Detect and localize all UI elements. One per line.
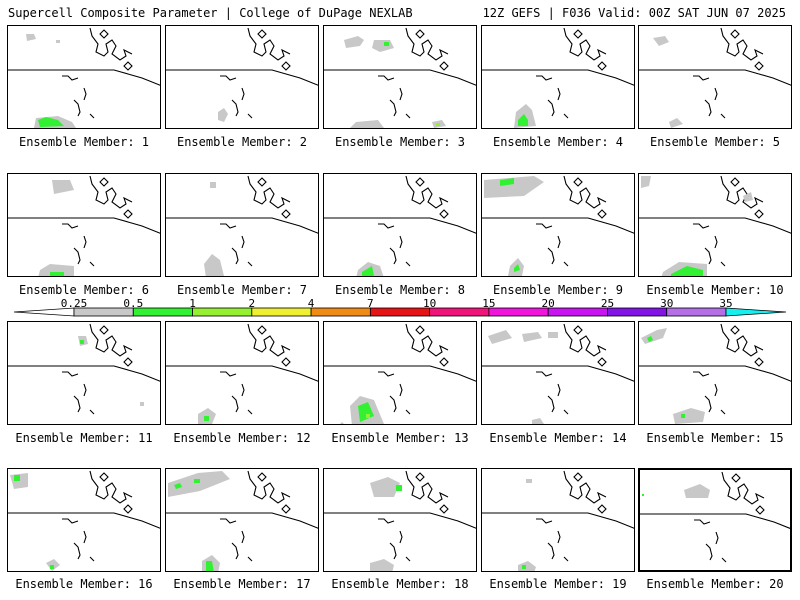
panel-caption-member-8: Ensemble Member: 8 [334,283,466,297]
map-panel-member-1 [7,25,161,129]
colorbar-max-arrow [725,307,787,317]
colorbar-tick-label: 25 [600,297,615,310]
model-run-info: 12Z GEFS | F036 Valid: 00Z SAT JUN 07 20… [482,6,786,20]
panel-caption-member-4: Ensemble Member: 4 [492,135,624,149]
panel-caption-member-2: Ensemble Member: 2 [176,135,308,149]
color-scale-bar [13,307,787,317]
map-panel-member-5 [638,25,792,129]
map-panel-member-12 [165,321,319,425]
map-panel-member-8 [323,173,477,277]
colorbar-segment [488,307,549,317]
map-panel-member-20 [638,468,792,572]
map-panel-member-3 [323,25,477,129]
map-panel-member-7 [165,173,319,277]
map-panel-member-4 [481,25,635,129]
map-panel-member-15 [638,321,792,425]
colorbar-tick-label: 7 [367,297,374,310]
panel-caption-member-9: Ensemble Member: 9 [492,283,624,297]
panel-caption-member-17: Ensemble Member: 17 [173,577,311,591]
panel-caption-member-14: Ensemble Member: 14 [489,431,627,445]
colorbar-tick-label: 30 [660,297,674,310]
map-panel-member-17 [165,468,319,572]
panel-caption-member-1: Ensemble Member: 1 [18,135,150,149]
panel-caption-member-13: Ensemble Member: 13 [331,431,469,445]
colorbar-segment [607,307,668,317]
colorbar-segment [251,307,312,317]
panel-caption-member-15: Ensemble Member: 15 [646,431,784,445]
colorbar-segment [547,307,608,317]
colorbar-segment [666,307,727,317]
map-panel-member-9 [481,173,635,277]
colorbar-tick-label: 15 [482,297,496,310]
colorbar-segment [192,307,253,317]
panel-caption-member-10: Ensemble Member: 10 [646,283,784,297]
map-panel-member-13 [323,321,477,425]
panel-caption-member-6: Ensemble Member: 6 [18,283,150,297]
map-panel-member-11 [7,321,161,425]
colorbar-tick-label: 2 [248,297,256,310]
panel-caption-member-12: Ensemble Member: 12 [173,431,311,445]
panel-caption-member-5: Ensemble Member: 5 [649,135,781,149]
map-panel-member-14 [481,321,635,425]
colorbar-tick-label: 20 [541,297,555,310]
colorbar-tick-label: 1 [189,297,196,310]
colorbar-tick-label: 4 [307,297,315,310]
colorbar-tick-label: 0.25 [60,297,88,310]
panel-caption-member-3: Ensemble Member: 3 [334,135,466,149]
panel-caption-member-20: Ensemble Member: 20 [646,577,784,591]
colorbar-segment [369,307,431,317]
colorbar-tick-label: 35 [719,297,733,310]
map-panel-member-19 [481,468,635,572]
colorbar-segment [429,307,490,317]
colorbar-segment [310,307,371,317]
colorbar-tick-label: 0.5 [123,297,144,310]
panel-caption-member-18: Ensemble Member: 18 [331,577,469,591]
panel-caption-member-19: Ensemble Member: 19 [489,577,627,591]
map-panel-member-10 [638,173,792,277]
map-panel-member-16 [7,468,161,572]
panel-caption-member-7: Ensemble Member: 7 [176,283,308,297]
map-panel-member-6 [7,173,161,277]
colorbar-tick-label: 10 [423,297,437,310]
panel-caption-member-11: Ensemble Member: 11 [15,431,153,445]
map-panel-member-2 [165,25,319,129]
panel-caption-member-16: Ensemble Member: 16 [15,577,153,591]
map-panel-member-18 [323,468,477,572]
map-title: Supercell Composite Parameter | College … [8,6,413,20]
